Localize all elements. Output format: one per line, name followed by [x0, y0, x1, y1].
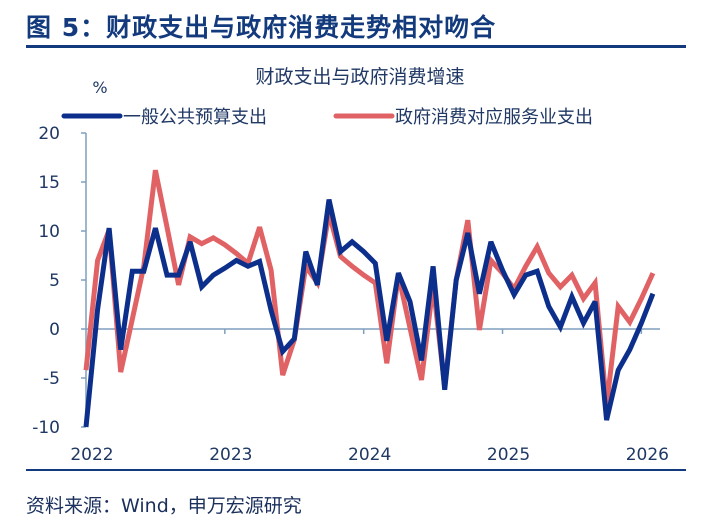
series-line-general-budget-expenditure [83, 199, 656, 428]
title-rule [26, 45, 686, 48]
y-tick-label: 5 [49, 271, 60, 291]
bottom-rule [26, 469, 686, 471]
legend-label-red: 政府消费对应服务业支出 [395, 107, 593, 128]
chart: 财政支出与政府消费增速 % 一般公共预算支出 政府消费对应服务业支出 20 15 1… [32, 66, 669, 465]
figure-title: 图 5：财政支出与政府消费走势相对吻合 [26, 13, 497, 42]
y-axis-unit: % [92, 78, 107, 97]
x-tick-label: 2023 [209, 445, 252, 465]
y-tick-label: -5 [43, 369, 60, 389]
y-tick-label: 0 [49, 320, 60, 340]
y-tick-label: 15 [38, 173, 60, 193]
legend: 一般公共预算支出 政府消费对应服务业支出 [61, 107, 593, 128]
y-tick-label: 20 [38, 124, 60, 144]
legend-label-blue: 一般公共预算支出 [123, 107, 267, 128]
y-tick-label: 10 [38, 222, 60, 242]
x-tick-label: 2022 [70, 445, 113, 465]
y-tick-label: -10 [32, 418, 60, 438]
x-tick-label: 2024 [348, 445, 391, 465]
x-tick-label: 2026 [626, 445, 669, 465]
source-note: 资料来源：Wind，申万宏源研究 [26, 495, 302, 517]
chart-title: 财政支出与政府消费增速 [255, 66, 464, 88]
x-tick-label: 2025 [487, 445, 530, 465]
series-line-government-consumption-services [83, 169, 656, 406]
